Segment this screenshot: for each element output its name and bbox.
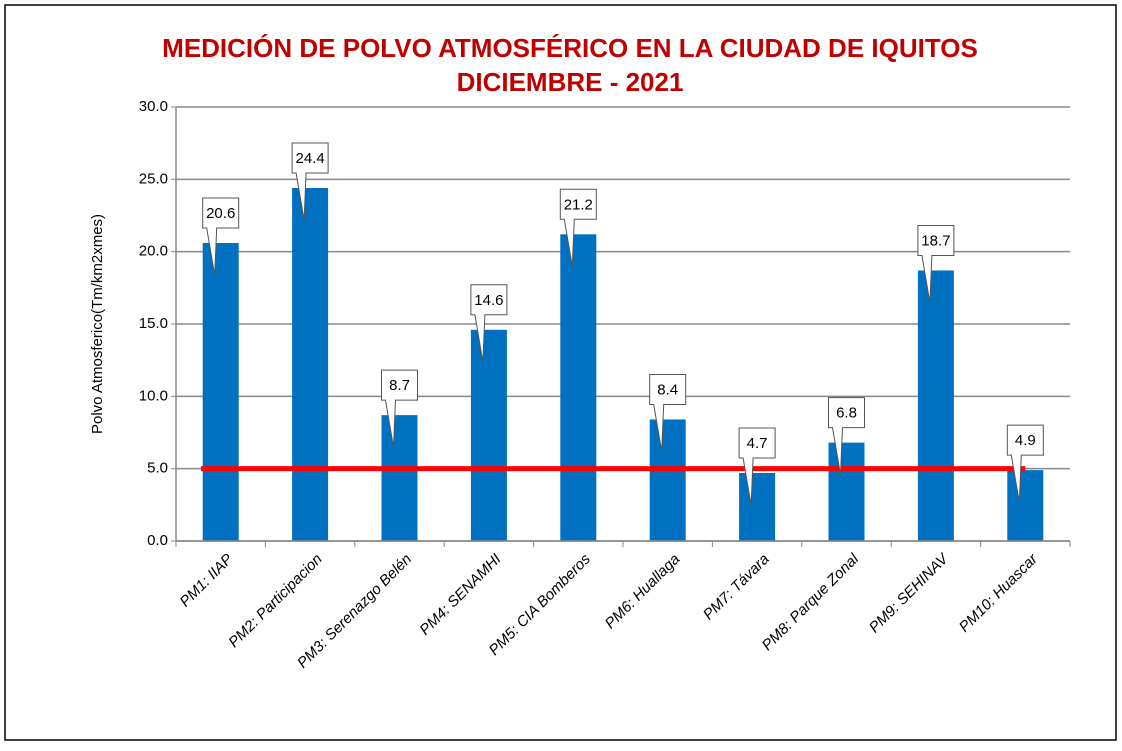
- data-label: 4.9: [1015, 432, 1036, 449]
- y-tick-label: 20.0: [139, 243, 168, 260]
- bar: [1007, 470, 1044, 541]
- y-axis-label: Polvo Atmosferico(Tm/km2xmes): [89, 214, 106, 434]
- y-tick-label: 15.0: [139, 315, 168, 332]
- bar: [202, 242, 239, 541]
- bar: [739, 473, 776, 541]
- data-label: 21.2: [564, 196, 593, 213]
- callout-box: [917, 224, 955, 303]
- data-label: 8.7: [389, 377, 410, 394]
- data-label: 6.8: [836, 405, 857, 422]
- bar: [292, 188, 329, 541]
- chart-subtitle: DICIEMBRE - 2021: [457, 67, 684, 97]
- data-label: 4.7: [747, 435, 768, 452]
- data-label: 20.6: [206, 205, 235, 222]
- callout-box: [291, 142, 329, 221]
- callout-box: [738, 427, 776, 506]
- data-label: 24.4: [295, 150, 324, 167]
- bar: [828, 442, 865, 541]
- data-label: 18.7: [921, 232, 950, 249]
- y-tick-label: 25.0: [139, 170, 168, 187]
- y-tick-label: 10.0: [139, 387, 168, 404]
- bar: [470, 329, 507, 541]
- callout-box: [649, 373, 687, 452]
- bar: [649, 419, 686, 541]
- callout-box: [202, 197, 240, 276]
- bar: [560, 234, 597, 541]
- chart-title: MEDICIÓN DE POLVO ATMOSFÉRICO EN LA CIUD…: [162, 33, 978, 63]
- y-tick-label: 30.0: [139, 98, 168, 115]
- y-tick-label: 0.0: [147, 532, 168, 549]
- bar: [381, 415, 418, 541]
- y-tick-label: 5.0: [147, 460, 168, 477]
- callout-box: [828, 397, 865, 475]
- callout-box: [470, 284, 508, 362]
- callout-box: [559, 188, 597, 267]
- data-label: 14.6: [474, 292, 503, 309]
- callout-box: [381, 369, 418, 448]
- bar: [917, 270, 954, 541]
- data-label: 8.4: [657, 381, 678, 398]
- callout-box: [1006, 424, 1044, 503]
